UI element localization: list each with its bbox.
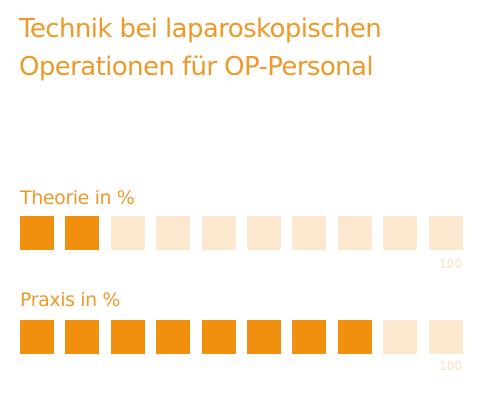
filled-square bbox=[20, 320, 54, 354]
empty-square bbox=[383, 216, 417, 250]
filled-square bbox=[65, 320, 99, 354]
empty-square bbox=[383, 320, 417, 354]
empty-square bbox=[111, 216, 145, 250]
praxis-max-label: 100 bbox=[439, 359, 462, 373]
filled-square bbox=[20, 216, 54, 250]
filled-square bbox=[156, 320, 190, 354]
empty-square bbox=[429, 320, 463, 354]
filled-square bbox=[202, 320, 236, 354]
filled-square bbox=[292, 320, 326, 354]
empty-square bbox=[429, 216, 463, 250]
page-title: Technik bei laparoskopischen Operationen… bbox=[19, 10, 382, 86]
theorie-label: Theorie in % bbox=[20, 187, 135, 209]
empty-square bbox=[292, 216, 326, 250]
title-line-2: Operationen für OP-Personal bbox=[19, 52, 374, 82]
title-line-1: Technik bei laparoskopischen bbox=[19, 14, 382, 44]
empty-square bbox=[156, 216, 190, 250]
filled-square bbox=[111, 320, 145, 354]
praxis-label: Praxis in % bbox=[20, 289, 121, 311]
filled-square bbox=[247, 320, 281, 354]
filled-square bbox=[338, 320, 372, 354]
empty-square bbox=[202, 216, 236, 250]
empty-square bbox=[338, 216, 372, 250]
filled-square bbox=[65, 216, 99, 250]
theorie-max-label: 100 bbox=[439, 257, 462, 271]
empty-square bbox=[247, 216, 281, 250]
